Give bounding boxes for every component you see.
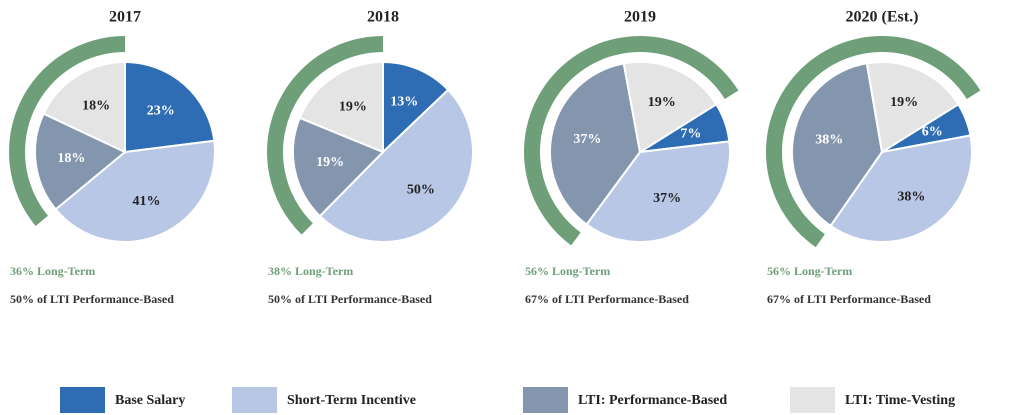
- annotation: 50% of LTI Performance-Based: [268, 292, 432, 306]
- slice-label: 7%: [680, 126, 701, 141]
- annotation: 56% Long-Term: [767, 264, 852, 278]
- legend-swatch: [790, 387, 835, 413]
- pie-slice: [54, 139, 216, 243]
- slice-label: 50%: [407, 183, 435, 198]
- long-term-arc: [267, 35, 383, 235]
- slice-label: 19%: [339, 99, 367, 114]
- annotation: 56% Long-Term: [525, 264, 610, 278]
- pie-title: 2020 (Est.): [846, 9, 919, 26]
- pie-title: 2018: [367, 9, 399, 26]
- slice-label: 19%: [890, 95, 918, 110]
- long-term-arc: [8, 36, 125, 226]
- annotation: 50% of LTI Performance-Based: [10, 292, 174, 306]
- slice-label: 38%: [897, 190, 925, 205]
- pie-slice: [382, 60, 450, 155]
- pie-slice: [865, 61, 960, 154]
- slice-label: 19%: [316, 155, 344, 170]
- legend-swatch: [232, 387, 277, 413]
- legend-label: LTI: Time-Vesting: [845, 393, 955, 408]
- pie-slice: [42, 60, 126, 154]
- slice-label: 41%: [132, 194, 160, 209]
- pie-slice: [298, 60, 384, 154]
- legend-label: Base Salary: [115, 393, 185, 408]
- slice-label: 18%: [82, 99, 110, 114]
- pie-slice: [292, 116, 385, 218]
- legend-label: Short-Term Incentive: [287, 393, 416, 408]
- legend-swatch: [523, 387, 568, 413]
- pie-slice: [318, 88, 475, 244]
- pie-slice: [124, 60, 216, 154]
- annotation: 38% Long-Term: [268, 264, 353, 278]
- annotation: 67% of LTI Performance-Based: [767, 292, 931, 306]
- annotation: 67% of LTI Performance-Based: [525, 292, 689, 306]
- slice-label: 37%: [573, 132, 601, 147]
- legend-swatch: [60, 387, 105, 413]
- slice-label: 38%: [815, 132, 843, 147]
- slice-label: 13%: [390, 95, 418, 110]
- pie-slice: [791, 62, 884, 228]
- legend-label: LTI: Performance-Based: [578, 393, 727, 408]
- annotation: 36% Long-Term: [10, 264, 95, 278]
- pie-slice: [829, 134, 973, 243]
- slice-label: 18%: [57, 151, 85, 166]
- slice-label: 19%: [648, 95, 676, 110]
- slice-label: 37%: [653, 191, 681, 206]
- pie-slice: [34, 112, 127, 211]
- pie-title: 2019: [624, 9, 656, 26]
- pie-slice: [549, 62, 642, 226]
- pie-slice: [585, 140, 731, 243]
- pie-title: 2017: [109, 9, 141, 26]
- pie-slice: [622, 61, 718, 154]
- slice-label: 23%: [147, 104, 175, 119]
- slice-label: 6%: [922, 125, 943, 140]
